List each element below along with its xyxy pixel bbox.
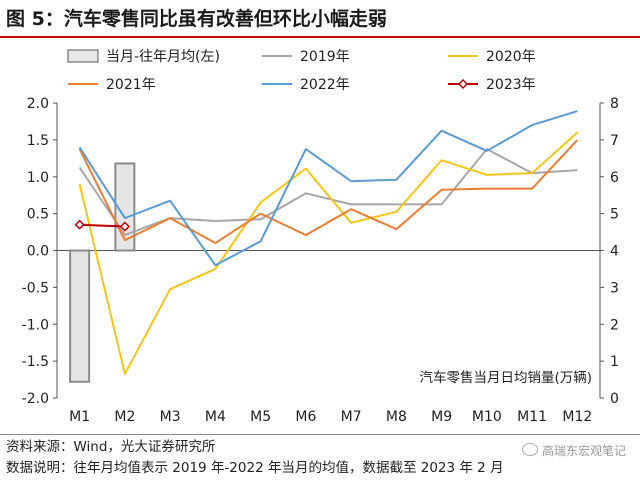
right-tick-label: 3 bbox=[610, 280, 619, 296]
legend-marker-2023年 bbox=[457, 78, 469, 90]
x-tick-label: M9 bbox=[431, 409, 452, 425]
left-tick-label: 0.5 bbox=[27, 207, 49, 223]
right-tick-label: 2 bbox=[610, 317, 619, 333]
legend-swatch-bar bbox=[67, 49, 99, 63]
title-divider bbox=[0, 36, 640, 38]
series-line-2021年 bbox=[78, 139, 579, 245]
x-tick-label: M10 bbox=[472, 409, 502, 425]
footer-note: 数据说明：往年月均值表示 2019 年-2022 年当月的均值，数据截至 202… bbox=[6, 460, 504, 476]
left-tick-label: -1.0 bbox=[22, 317, 49, 333]
left-tick-label: 2.0 bbox=[27, 96, 49, 112]
series-marker-2023年 bbox=[119, 221, 130, 232]
footer-divider bbox=[0, 434, 640, 435]
left-tick-label: -1.5 bbox=[22, 354, 49, 370]
chart: 2.0 1.5 1.0 0.5 0.0 -0.5 -1.0 -1.5 -2.0 8 7 6 5 4 3 2 1 0… bbox=[22, 49, 619, 425]
left-tick-label: 1.5 bbox=[27, 133, 49, 149]
series-line-2020年 bbox=[78, 131, 579, 375]
series-line-2022年 bbox=[78, 110, 578, 267]
chart-title: 图 5：汽车零售同比虽有改善但环比小幅走弱 bbox=[6, 8, 387, 30]
footer-source: 资料来源：Wind，光大证券研究所 bbox=[6, 439, 216, 455]
right-tick-label: 1 bbox=[610, 354, 619, 370]
x-tick-label: M12 bbox=[562, 409, 592, 425]
legend-label: 当月-往年月均(左) bbox=[106, 49, 220, 65]
x-tick-label: M6 bbox=[295, 409, 316, 425]
x-tick-label: M2 bbox=[114, 409, 135, 425]
right-tick-label: 4 bbox=[610, 244, 619, 260]
x-tick-label: M7 bbox=[341, 409, 362, 425]
right-tick-label: 5 bbox=[610, 207, 619, 223]
wechat-icon bbox=[521, 443, 538, 456]
right-tick-label: 7 bbox=[610, 133, 619, 149]
x-tick-label: M11 bbox=[517, 409, 547, 425]
bar-M1 bbox=[69, 249, 91, 383]
watermark-text: 高瑞东宏观笔记 bbox=[541, 444, 626, 458]
left-tick-label: 1.0 bbox=[27, 170, 49, 186]
legend-label: 2023年 bbox=[486, 77, 536, 93]
left-tick-label: -0.5 bbox=[22, 280, 49, 296]
series-line-2023年 bbox=[79, 223, 125, 228]
x-tick-label: M1 bbox=[69, 409, 90, 425]
legend-label: 2019年 bbox=[300, 49, 350, 65]
x-tick-label: M3 bbox=[160, 409, 181, 425]
legend-label: 2021年 bbox=[106, 77, 156, 93]
chart-annotation: 汽车零售当月日均销量(万辆) bbox=[419, 369, 592, 386]
left-tick-label: -2.0 bbox=[22, 391, 49, 407]
left-tick-label: 0.0 bbox=[27, 244, 49, 260]
legend-label: 2020年 bbox=[486, 49, 536, 65]
watermark: 高瑞东宏观笔记 bbox=[521, 442, 626, 459]
series-marker-2023年 bbox=[74, 219, 85, 230]
x-tick-label: M8 bbox=[386, 409, 407, 425]
right-tick-label: 8 bbox=[610, 96, 619, 112]
x-tick-label: M5 bbox=[250, 409, 271, 425]
right-tick-label: 6 bbox=[610, 170, 619, 186]
right-tick-label: 0 bbox=[610, 391, 619, 407]
x-tick-label: M4 bbox=[205, 409, 226, 425]
legend-label: 2022年 bbox=[300, 77, 350, 93]
